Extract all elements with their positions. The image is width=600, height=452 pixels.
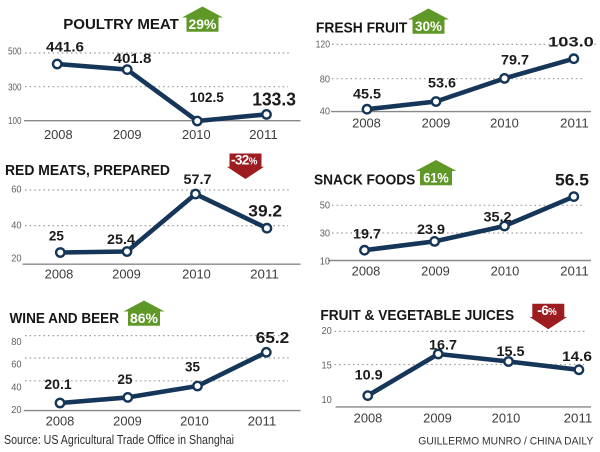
svg-text:120: 120 (316, 40, 331, 51)
svg-text:2011: 2011 (560, 116, 589, 131)
svg-text:102.5: 102.5 (190, 90, 224, 105)
svg-text:GUILLERMO MUNRO / CHINA DAILY: GUILLERMO MUNRO / CHINA DAILY (418, 435, 594, 447)
svg-text:30%: 30% (415, 18, 443, 34)
svg-text:10: 10 (322, 395, 333, 406)
svg-text:40: 40 (320, 107, 331, 118)
svg-text:14.6: 14.6 (562, 349, 593, 364)
svg-text:2008: 2008 (46, 414, 75, 429)
svg-text:2011: 2011 (250, 267, 279, 282)
svg-text:-32%: -32% (231, 153, 258, 168)
svg-text:FRUIT & VEGETABLE JUICES: FRUIT & VEGETABLE JUICES (320, 307, 514, 324)
svg-text:61%: 61% (423, 169, 449, 185)
svg-text:2008: 2008 (354, 411, 383, 426)
svg-text:103.0: 103.0 (548, 35, 594, 51)
svg-text:2010: 2010 (180, 414, 209, 429)
svg-text:79.7: 79.7 (501, 53, 529, 68)
svg-text:2008: 2008 (45, 267, 74, 282)
svg-text:10.9: 10.9 (355, 368, 383, 383)
svg-text:15: 15 (322, 360, 333, 371)
svg-text:Source: US Agricultural Trade: Source: US Agricultural Trade Office in … (4, 433, 234, 447)
svg-text:FRESH FRUIT: FRESH FRUIT (316, 19, 408, 36)
svg-text:57.7: 57.7 (184, 172, 212, 187)
svg-text:20: 20 (11, 405, 22, 416)
svg-text:WINE AND BEER: WINE AND BEER (10, 310, 120, 327)
svg-text:20: 20 (322, 326, 333, 337)
svg-text:80: 80 (11, 337, 22, 348)
svg-text:25.4: 25.4 (107, 232, 136, 247)
svg-text:10: 10 (320, 256, 331, 267)
svg-text:16.7: 16.7 (429, 338, 457, 353)
svg-text:2010: 2010 (182, 267, 211, 282)
svg-text:2011: 2011 (249, 127, 278, 142)
svg-text:45.5: 45.5 (353, 87, 382, 102)
svg-text:53.6: 53.6 (428, 76, 457, 91)
svg-text:50: 50 (320, 200, 331, 211)
svg-text:2010: 2010 (491, 264, 520, 279)
svg-text:2009: 2009 (113, 127, 142, 142)
svg-text:133.3: 133.3 (252, 89, 296, 110)
svg-text:-6%: -6% (537, 303, 557, 318)
svg-text:2008: 2008 (352, 116, 381, 131)
svg-text:35: 35 (185, 360, 200, 375)
svg-text:25: 25 (49, 228, 64, 243)
svg-text:2011: 2011 (564, 411, 593, 426)
svg-text:29%: 29% (189, 16, 218, 32)
svg-text:401.8: 401.8 (114, 51, 153, 66)
svg-text:40: 40 (11, 382, 22, 393)
svg-text:2009: 2009 (421, 264, 450, 279)
svg-text:2008: 2008 (44, 127, 73, 142)
svg-text:60: 60 (11, 185, 22, 196)
svg-text:60: 60 (11, 360, 22, 371)
svg-text:RED MEATS, PREPARED: RED MEATS, PREPARED (5, 162, 170, 179)
svg-text:15.5: 15.5 (497, 344, 526, 359)
svg-text:25: 25 (118, 372, 133, 387)
svg-text:2010: 2010 (182, 127, 211, 142)
svg-text:POULTRY MEAT: POULTRY MEAT (63, 16, 179, 33)
svg-text:2010: 2010 (492, 411, 521, 426)
svg-text:2009: 2009 (422, 116, 451, 131)
svg-text:2010: 2010 (490, 116, 519, 131)
svg-text:2011: 2011 (560, 264, 589, 279)
svg-text:56.5: 56.5 (555, 172, 589, 190)
svg-text:19.7: 19.7 (353, 226, 381, 241)
svg-text:441.6: 441.6 (46, 40, 85, 55)
svg-text:40: 40 (11, 220, 22, 231)
svg-text:20.1: 20.1 (44, 377, 72, 392)
svg-text:500: 500 (8, 46, 22, 57)
svg-text:39.2: 39.2 (248, 202, 282, 221)
svg-text:100: 100 (8, 116, 22, 127)
svg-text:2009: 2009 (113, 414, 142, 429)
svg-text:80: 80 (320, 74, 331, 85)
svg-text:300: 300 (8, 82, 22, 93)
svg-text:30: 30 (320, 228, 331, 239)
svg-text:23.9: 23.9 (417, 222, 445, 237)
svg-text:SNACK FOODS: SNACK FOODS (314, 172, 415, 189)
svg-text:86%: 86% (130, 310, 159, 326)
svg-text:65.2: 65.2 (256, 330, 290, 347)
svg-text:20: 20 (11, 254, 22, 265)
svg-text:2009: 2009 (423, 411, 452, 426)
svg-text:2008: 2008 (352, 264, 381, 279)
svg-text:2009: 2009 (112, 267, 141, 282)
svg-text:2011: 2011 (248, 414, 277, 429)
svg-text:35.2: 35.2 (484, 210, 512, 225)
